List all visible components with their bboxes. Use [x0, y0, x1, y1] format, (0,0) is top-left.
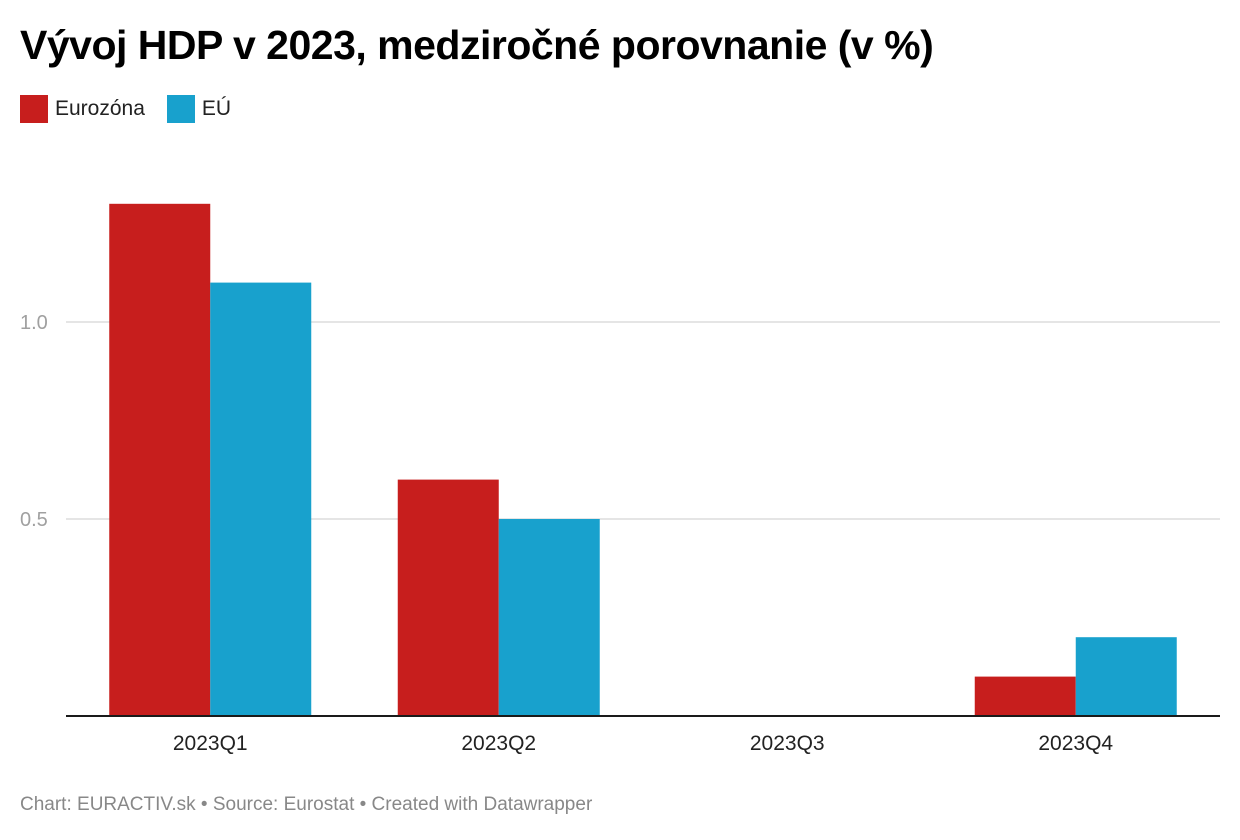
bar-eú-2023Q1: [210, 282, 312, 716]
x-tick-label: 2023Q3: [750, 732, 825, 755]
bar-eú-2023Q4: [1075, 637, 1177, 716]
x-tick-label: 2023Q4: [1038, 732, 1113, 755]
legend-swatch-eurozona: [20, 95, 48, 123]
bar-eurozóna-2023Q1: [109, 203, 211, 717]
legend-item-eu: EÚ: [166, 95, 232, 123]
x-tick-label: 2023Q2: [461, 732, 536, 755]
chart-title: Vývoj HDP v 2023, medziročné porovnanie …: [20, 22, 934, 68]
bar-eurozóna-2023Q2: [397, 479, 499, 716]
chart-footer: Chart: EURACTIV.sk • Source: Eurostat • …: [20, 794, 593, 815]
legend: Eurozóna EÚ: [20, 95, 253, 123]
legend-label-eurozona: Eurozóna: [55, 97, 145, 120]
legend-label-eu: EÚ: [201, 97, 232, 120]
y-tick-label: 1.0: [20, 312, 48, 334]
bar-eú-2023Q2: [498, 519, 600, 716]
x-tick-label: 2023Q1: [173, 732, 248, 755]
legend-swatch-eu: [166, 95, 195, 123]
bar-eurozóna-2023Q4: [974, 676, 1076, 716]
legend-item-eurozona: Eurozóna: [20, 95, 145, 123]
y-tick-label: 0.5: [20, 509, 48, 531]
